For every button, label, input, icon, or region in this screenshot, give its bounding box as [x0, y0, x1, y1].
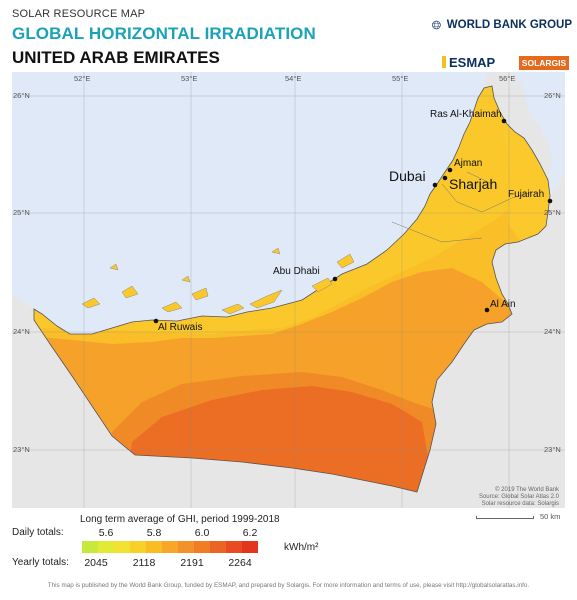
legend-swatch: [130, 541, 146, 553]
city-dot-abu-dhabi: [332, 276, 338, 282]
globe-icon: [432, 20, 441, 30]
legend-swatch: [98, 541, 114, 553]
solargis-logo: SOLARGIS: [519, 56, 569, 70]
world-bank-logo-text: WORLD BANK GROUP: [446, 19, 572, 31]
legend-swatch: [146, 541, 162, 553]
legend-yearly-value: 2264: [228, 557, 252, 569]
legend-yearly-label: Yearly totals:: [12, 557, 69, 568]
scale-bar-label: 50 km: [540, 512, 561, 521]
legend-daily-label: Daily totals:: [12, 527, 64, 538]
legend-daily-value: 6.2: [242, 527, 258, 539]
credit-line: Source: Global Solar Atlas 2.0: [478, 494, 559, 500]
ghi-map-canvas: [12, 72, 565, 508]
city-dot-ajman: [447, 167, 453, 173]
lat-tick: 26°N: [544, 91, 561, 100]
emirate-boundaries: [391, 171, 533, 243]
island: [81, 297, 101, 309]
island: [249, 289, 283, 309]
map-credits: © 2019 The World Bank Source: Global Sol…: [479, 487, 559, 508]
legend-swatch: [114, 541, 130, 553]
scale-bar: 50 km: [476, 512, 566, 524]
map-title: GLOBAL HORIZONTAL IRRADIATION: [12, 24, 316, 43]
legend-color-scale: [82, 541, 258, 553]
legend-swatch: [242, 541, 258, 553]
lat-tick: 23°N: [544, 445, 561, 454]
city-dot-al-ain: [484, 307, 490, 313]
musandam-land: [484, 72, 552, 180]
city-dot-al-ruwais: [153, 318, 159, 324]
city-label-ras-al-khaimah: Ras Al-Khaimah: [430, 109, 502, 120]
city-dot-ras-al-khaimah: [501, 118, 507, 124]
lon-tick: 52°E: [74, 74, 91, 83]
island: [109, 263, 119, 271]
legend-swatch: [162, 541, 178, 553]
credit-line: Solar resource data: Solargis: [481, 501, 559, 507]
lon-tick: 54°E: [285, 74, 302, 83]
island: [221, 303, 245, 315]
city-dot-dubai: [432, 182, 438, 188]
footer-note: This map is published by the World Bank …: [47, 582, 530, 589]
country-name: UNITED ARAB EMIRATES: [12, 48, 220, 67]
legend-swatch: [210, 541, 226, 553]
graticule: [12, 72, 565, 508]
credit-line: © 2019 The World Bank: [495, 487, 559, 493]
city-label-fujairah: Fujairah: [508, 189, 545, 200]
esmap-logo: ESMAP: [442, 55, 495, 70]
city-dot-fujairah: [547, 198, 553, 204]
legend-swatch: [82, 541, 98, 553]
map-subtitle: SOLAR RESOURCE MAP: [12, 8, 146, 20]
lat-tick: 26°N: [13, 91, 30, 100]
city-label-al-ruwais: Al Ruwais: [158, 322, 203, 333]
city-markers: [153, 118, 553, 324]
legend-swatch: [178, 541, 194, 553]
esmap-logo-text: ESMAP: [449, 55, 496, 70]
island: [271, 247, 281, 255]
neighbouring-land: [12, 192, 565, 508]
city-label-ajman: Ajman: [454, 158, 483, 169]
island: [161, 301, 183, 313]
city-label-al-ain: Al Ain: [490, 299, 516, 310]
island: [336, 253, 355, 269]
lon-tick: 53°E: [181, 74, 198, 83]
island: [191, 287, 209, 301]
island: [121, 285, 139, 299]
legend-yearly-value: 2045: [84, 557, 108, 569]
lat-tick: 24°N: [13, 327, 30, 336]
legend-daily-value: 5.8: [146, 527, 162, 539]
east-coast-land: [550, 172, 565, 196]
city-label-dubai: Dubai: [389, 168, 426, 184]
lat-tick: 24°N: [544, 327, 561, 336]
city-label-abu-dhabi: Abu Dhabi: [273, 266, 320, 277]
legend-swatch: [226, 541, 242, 553]
world-bank-logo: WORLD BANK GROUP: [432, 12, 572, 38]
legend-yearly-value: 2118: [132, 557, 156, 569]
scale-bar-line: [476, 516, 534, 519]
island: [311, 277, 333, 293]
legend-unit: kWh/m²: [284, 542, 319, 553]
lat-tick: 25°N: [13, 208, 30, 217]
islands: [81, 247, 355, 315]
legend-daily-value: 6.0: [194, 527, 210, 539]
island: [181, 275, 191, 283]
lat-tick: 23°N: [13, 445, 30, 454]
ghi-map: 52°E 53°E 54°E 55°E 56°E 26°N 25°N 24°N …: [12, 72, 565, 508]
city-dot-sharjah: [442, 175, 448, 181]
uae-border: [33, 85, 551, 493]
city-label-sharjah: Sharjah: [449, 176, 498, 192]
lon-tick: 56°E: [499, 74, 516, 83]
legend-yearly-value: 2191: [180, 557, 204, 569]
legend-title: Long term average of GHI, period 1999-20…: [80, 514, 280, 525]
lat-tick: 25°N: [544, 208, 561, 217]
legend-daily-value: 5.6: [98, 527, 114, 539]
lon-tick: 55°E: [392, 74, 409, 83]
legend-swatch: [194, 541, 210, 553]
